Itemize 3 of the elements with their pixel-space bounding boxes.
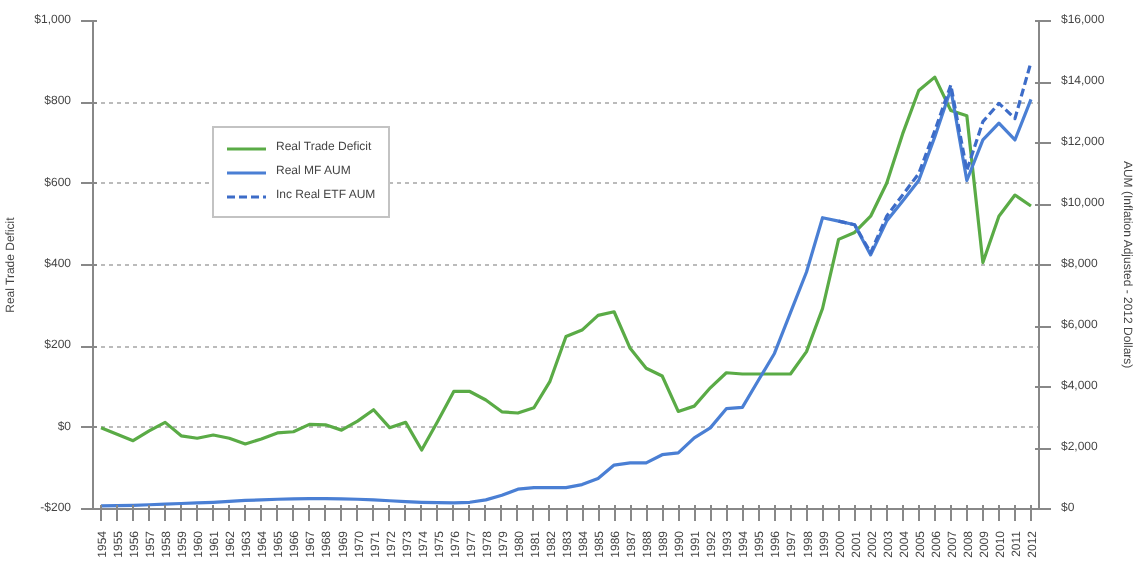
line-series	[99, 75, 1033, 452]
line-series	[99, 87, 1033, 508]
line-series	[836, 60, 1033, 255]
